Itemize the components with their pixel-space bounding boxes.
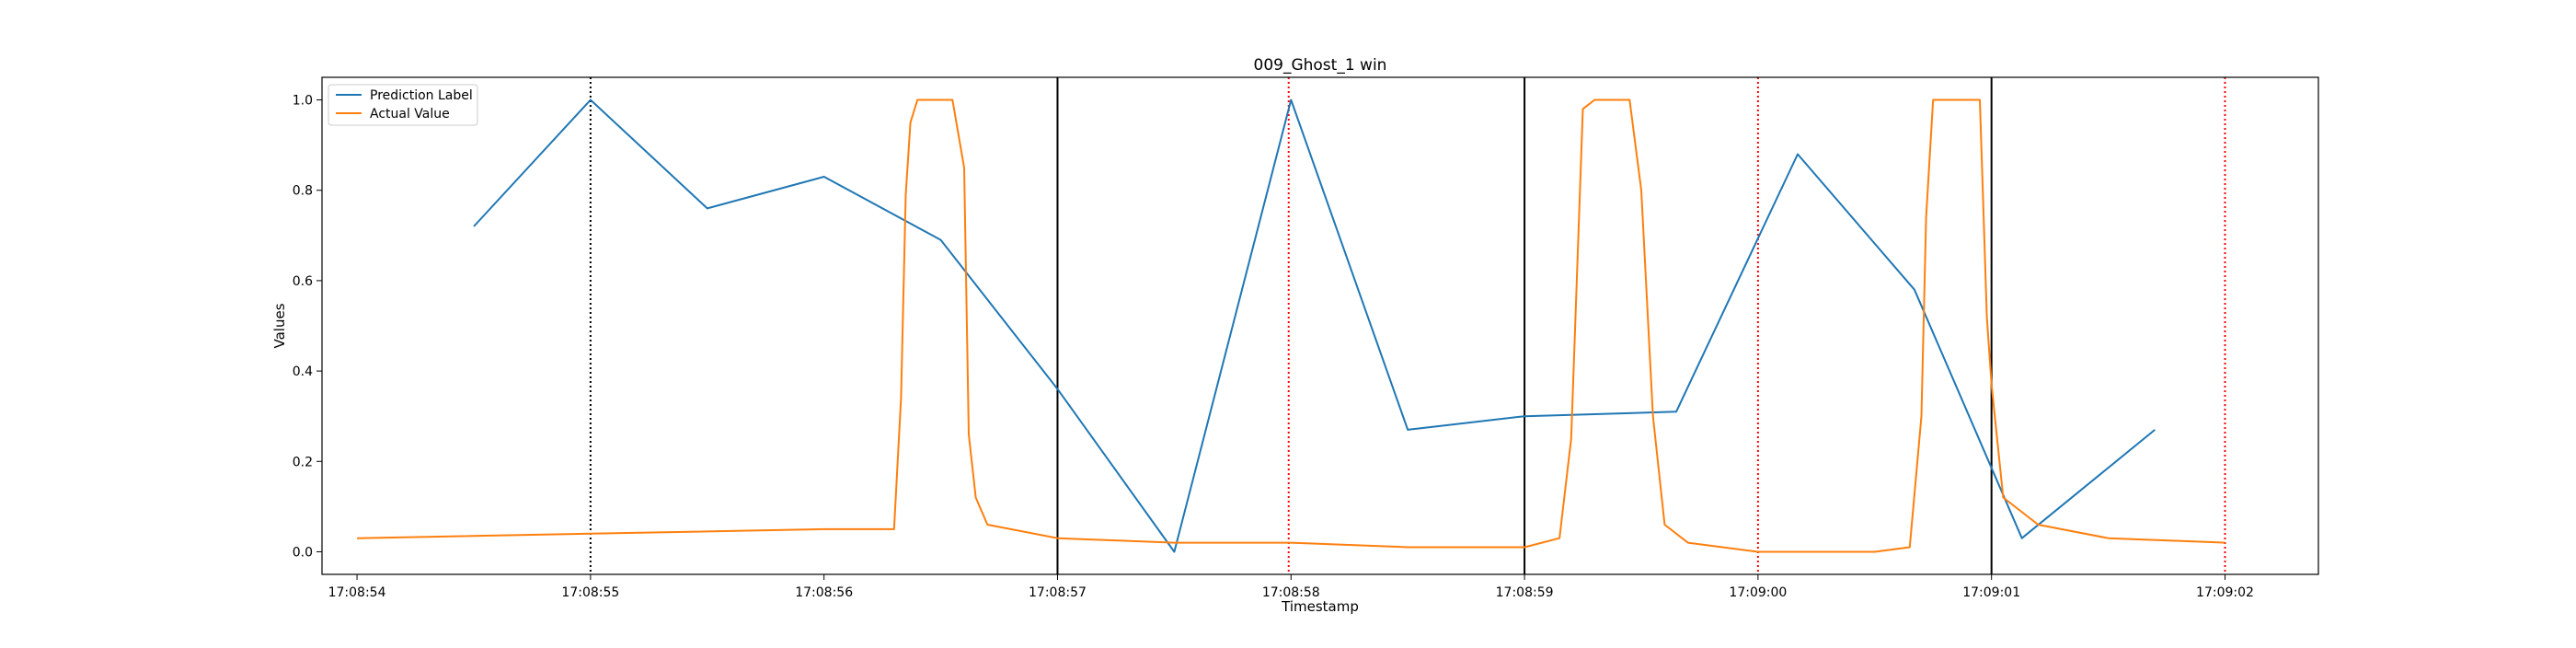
- chart-title: 009_Ghost_1 win: [1254, 56, 1387, 75]
- x-tick-label: 17:08:54: [328, 585, 386, 600]
- y-tick-label: 1.0: [293, 94, 313, 109]
- y-axis-ticks: 0.0 0.2 0.4 0.6 0.8 1.0: [293, 94, 322, 560]
- x-tick-label: 17:08:59: [1496, 585, 1554, 600]
- x-tick-label: 17:08:57: [1029, 585, 1087, 600]
- y-tick-label: 0.0: [293, 545, 313, 560]
- y-axis-label: Values: [271, 303, 288, 348]
- legend-label-actual-value: Actual Value: [370, 107, 450, 122]
- legend-box: [328, 84, 478, 126]
- y-tick-label: 0.4: [293, 364, 313, 379]
- x-tick-label: 17:08:58: [1262, 585, 1320, 600]
- series-layer: [357, 98, 2225, 553]
- axes-frame: [321, 76, 2319, 575]
- legend: Prediction Label Actual Value: [328, 84, 478, 126]
- x-axis-label: Timestamp: [1281, 598, 1359, 615]
- series-line-actual-value: [357, 98, 2225, 553]
- series-line-prediction-label: [473, 98, 2156, 553]
- vertical-markers: [589, 77, 2226, 574]
- x-tick-label: 17:08:55: [561, 585, 619, 600]
- y-tick-label: 0.6: [293, 274, 313, 289]
- x-tick-label: 17:09:01: [1962, 585, 2020, 600]
- x-tick-label: 17:09:02: [2196, 585, 2254, 600]
- y-tick-label: 0.2: [293, 455, 313, 469]
- y-tick-label: 0.8: [293, 184, 313, 199]
- x-tick-label: 17:09:00: [1729, 585, 1787, 600]
- x-axis-ticks: 17:08:54 17:08:55 17:08:56 17:08:57 17:08:58…: [328, 574, 2254, 600]
- legend-label-prediction-label: Prediction Label: [370, 88, 473, 103]
- x-tick-label: 17:08:56: [795, 585, 853, 600]
